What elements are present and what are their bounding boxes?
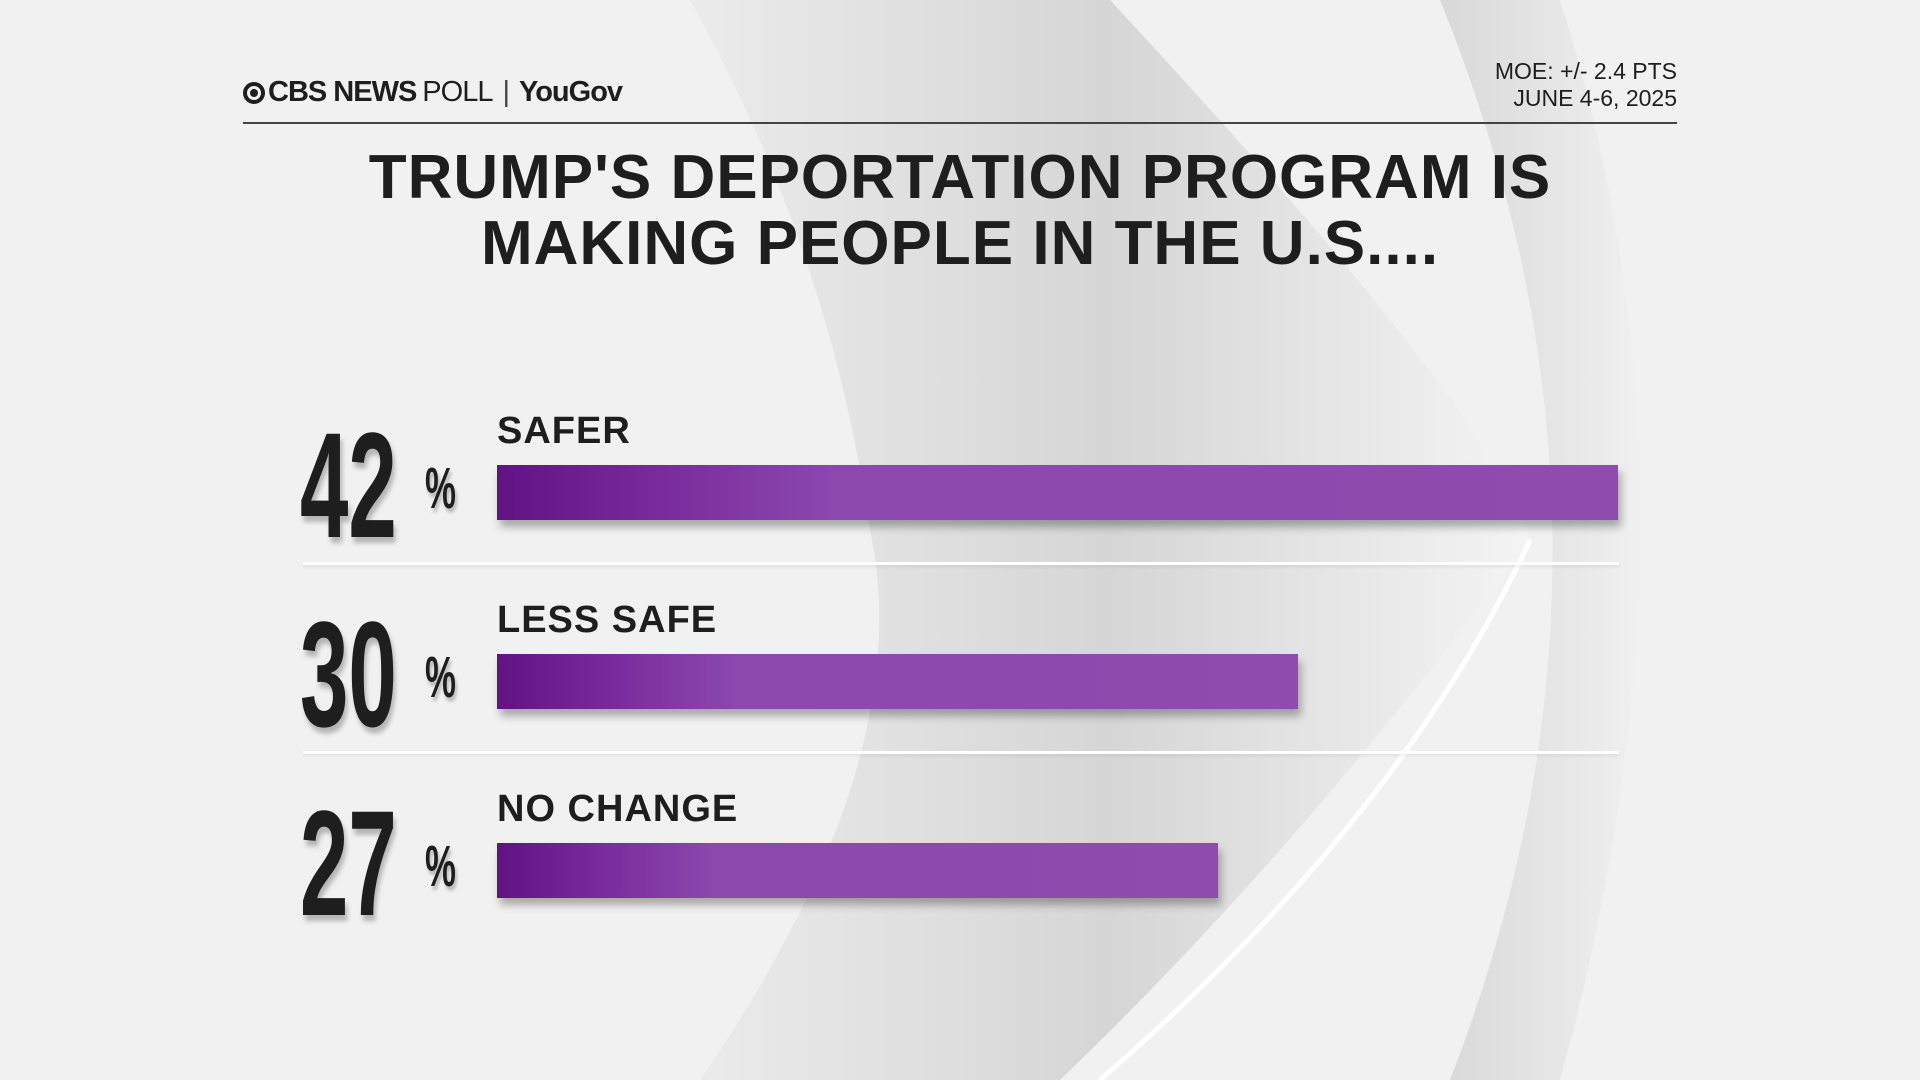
bar-less-safe: [497, 654, 1298, 709]
category-label: NO CHANGE: [497, 788, 739, 830]
bar-no-change: [497, 843, 1218, 898]
margin-of-error: MOE: +/- 2.4 PTS: [1494, 58, 1677, 84]
row-divider: [303, 751, 1619, 754]
value-label: 27: [300, 779, 397, 947]
percent-sign: %: [425, 834, 456, 899]
cbs-eye-icon: [243, 81, 265, 104]
row-divider: [303, 562, 1619, 565]
chart-title: TRUMP'S DEPORTATION PROGRAM IS MAKING PE…: [368, 143, 1552, 278]
cbs-yougov-logo: CBS NEWS POLL | YouGov: [243, 76, 623, 109]
poll-dates: JUNE 4-6, 2025: [1513, 85, 1677, 111]
percent-sign: %: [425, 456, 456, 521]
percent-sign: %: [425, 645, 456, 710]
bar-safer: [497, 465, 1619, 520]
header-divider: [243, 122, 1677, 124]
value-label: 30: [300, 590, 397, 758]
category-label: LESS SAFE: [497, 599, 718, 641]
value-label: 42: [300, 401, 397, 569]
category-label: SAFER: [497, 410, 631, 452]
poll-meta: MOE: +/- 2.4 PTS JUNE 4-6, 2025: [1495, 58, 1677, 112]
